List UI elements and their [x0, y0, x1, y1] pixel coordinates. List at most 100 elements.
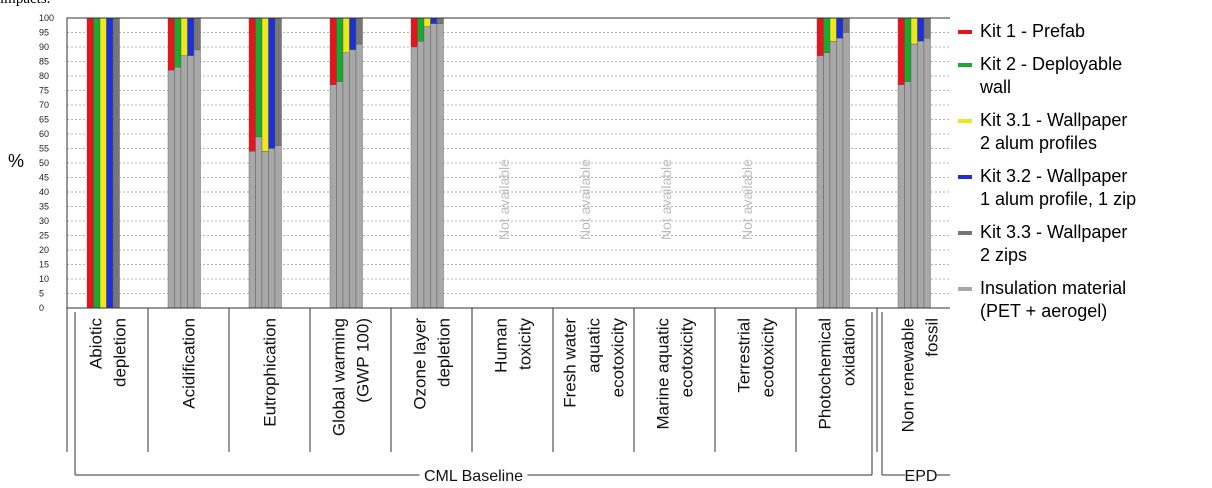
category-label: ecotoxicity — [609, 318, 628, 398]
bar-kit-2 — [336, 17, 344, 82]
y-tick-label: 5 — [39, 289, 44, 299]
legend-label: Insulation material — [980, 278, 1127, 298]
y-tick-label: 90 — [39, 42, 49, 52]
bar-kit-5 — [193, 17, 201, 51]
y-tick-label: 50 — [39, 158, 49, 168]
legend-label: Kit 3.3 - Wallpaper — [980, 222, 1128, 242]
bar-kit-2 — [417, 17, 425, 42]
bar-kit-4 — [268, 17, 276, 149]
bar-kit-4 — [430, 17, 438, 25]
y-tick-label: 95 — [39, 28, 49, 38]
bar-kit-1 — [816, 17, 824, 56]
bar-insulation — [904, 81, 912, 309]
y-tick-label: 40 — [39, 187, 49, 197]
bar-kit-5 — [436, 17, 444, 25]
bar-insulation — [329, 84, 337, 309]
category-label: Non renewable — [899, 318, 918, 432]
caption-text: impacts. — [0, 0, 50, 8]
bar-insulation — [436, 23, 444, 309]
bar-insulation — [261, 151, 269, 309]
legend-swatch — [958, 175, 972, 179]
legend-label: Kit 3.1 - Wallpaper — [980, 110, 1128, 130]
bar-insulation — [423, 26, 431, 309]
category-label: ecotoxicity — [678, 318, 697, 398]
y-tick-label: 0 — [39, 303, 44, 313]
legend-item-kit2: Kit 2 - Deployable wall — [958, 53, 1208, 99]
legend-label-line2: 1 alum profile, 1 zip — [980, 189, 1137, 209]
category-label: depletion — [111, 318, 130, 387]
y-tick-label: 70 — [39, 100, 49, 110]
legend-label-line2: 2 alum profiles — [980, 133, 1098, 153]
legend-item-kit31: Kit 3.1 - Wallpaper 2 alum profiles — [958, 109, 1208, 155]
bar-insulation — [274, 145, 282, 309]
category-label: Ozone layer — [411, 318, 430, 410]
bar-kit-2 — [904, 17, 912, 82]
bar-insulation — [897, 84, 905, 309]
bar-insulation — [816, 55, 824, 309]
category-label: oxidation — [840, 318, 859, 386]
category-label: Photochemical — [816, 318, 835, 430]
bar-kit-1 — [248, 17, 256, 152]
legend-item-kit1: Kit 1 - Prefab — [958, 20, 1208, 43]
bar-insulation — [917, 41, 925, 309]
bar-insulation — [842, 32, 850, 309]
legend: Kit 1 - Prefab Kit 2 - Deployable wall Ki… — [958, 20, 1208, 333]
category-label: Abiotic — [87, 318, 106, 370]
not-available-label: Not available — [739, 159, 755, 240]
bar-kit-1 — [167, 17, 175, 71]
y-tick-label: 30 — [39, 216, 49, 226]
bar-kit-2 — [174, 17, 182, 68]
bar-insulation — [180, 55, 188, 309]
y-tick-label: 75 — [39, 86, 49, 96]
category-label: toxicity — [516, 318, 535, 370]
category-label: ecotoxicity — [759, 318, 778, 398]
bar-kit-1 — [897, 17, 905, 85]
bar-insulation — [410, 46, 418, 309]
bar-kit-1 — [329, 17, 337, 85]
bar-kit-2 — [823, 17, 831, 53]
bar-kit-4 — [187, 17, 195, 56]
y-tick-label: 55 — [39, 144, 49, 154]
bar-insulation — [342, 52, 350, 309]
bar-kit-1 — [410, 17, 418, 48]
category-label: aquatic — [585, 318, 604, 373]
bar-insulation — [167, 69, 175, 309]
legend-swatch — [958, 63, 972, 67]
plot-frame — [66, 17, 950, 309]
category-label: fossil — [923, 318, 942, 357]
legend-swatch — [958, 119, 972, 123]
y-tick-label: 25 — [39, 231, 49, 241]
legend-label: Kit 1 - Prefab — [980, 21, 1086, 41]
legend-swatch — [958, 30, 972, 34]
bar-kit-3 — [829, 17, 837, 42]
y-tick-label: 10 — [39, 274, 49, 284]
bar-kit-1 — [86, 17, 94, 309]
legend-label-line2: wall — [980, 77, 1012, 97]
legend-item-kit32: Kit 3.2 - Wallpaper 1 alum profile, 1 zip — [958, 165, 1208, 211]
bar-kit-3 — [99, 17, 107, 309]
category-label: Human — [492, 318, 511, 373]
bar-insulation — [355, 43, 363, 309]
bar-kit-3 — [342, 17, 350, 53]
category-label: Marine aquatic — [654, 318, 673, 430]
bar-kit-5 — [274, 17, 282, 146]
legend-item-insulation: Insulation material (PET + aerogel) — [958, 277, 1208, 323]
group-label: EPD — [905, 468, 938, 485]
y-tick-label: 35 — [39, 202, 49, 212]
bar-kit-5 — [923, 17, 931, 39]
bar-insulation — [836, 38, 844, 309]
category-label: Acidification — [180, 318, 199, 409]
bar-kit-3 — [910, 17, 918, 45]
legend-label: Kit 3.2 - Wallpaper — [980, 166, 1128, 186]
bar-kit-3 — [261, 17, 269, 152]
stacked-bar-chart: 0 5 10 15 20 25 30 35 40 45 50 55 60 65 70 75 80 85 90 95 10… — [39, 13, 950, 485]
bar-insulation — [268, 148, 276, 309]
y-tick-label: 60 — [39, 129, 49, 139]
y-axis-label: % — [8, 151, 25, 171]
bar-insulation — [923, 38, 931, 309]
y-tick-label: 15 — [39, 260, 49, 270]
legend-item-kit33: Kit 3.3 - Wallpaper 2 zips — [958, 221, 1208, 267]
bar-insulation — [193, 49, 201, 309]
bar-kit-5 — [355, 17, 363, 45]
category-label: Eutrophication — [261, 318, 280, 427]
